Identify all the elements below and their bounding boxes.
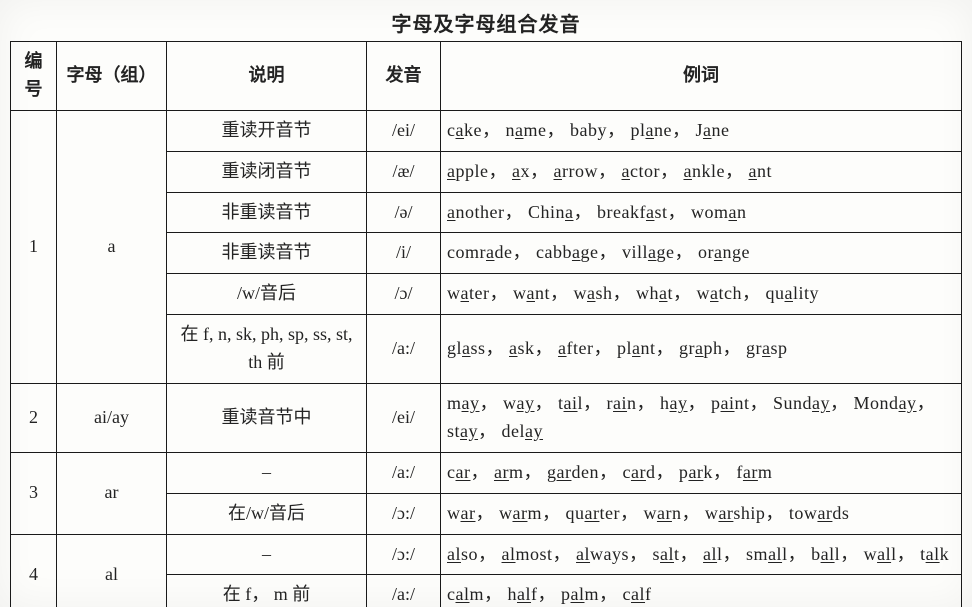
- phonics-table: 编号 字母（组） 说明 发音 例词 1a重读开音节/ei/cake， name，…: [10, 41, 962, 607]
- cell-pron: /ei/: [367, 384, 441, 453]
- cell-group: ar: [57, 452, 167, 534]
- cell-pron: /ə/: [367, 192, 441, 233]
- cell-group: al: [57, 534, 167, 607]
- cell-examples: war， warm， quarter， warn， warship， towar…: [441, 493, 962, 534]
- cell-desc: –: [167, 534, 367, 575]
- cell-desc: 在 f, n, sk, ph, sp, ss, st, th 前: [167, 315, 367, 384]
- col-grp: 字母（组）: [57, 42, 167, 111]
- table-header-row: 编号 字母（组） 说明 发音 例词: [11, 42, 962, 111]
- cell-num: 1: [11, 110, 57, 383]
- cell-desc: 非重读音节: [167, 233, 367, 274]
- cell-examples: calm， half， palm， calf: [441, 575, 962, 607]
- cell-pron: /ɔ/: [367, 274, 441, 315]
- cell-desc: 非重读音节: [167, 192, 367, 233]
- cell-examples: glass， ask， after， plant， graph， grasp: [441, 315, 962, 384]
- cell-pron: /æ/: [367, 151, 441, 192]
- cell-desc: 在/w/音后: [167, 493, 367, 534]
- cell-desc: 重读音节中: [167, 384, 367, 453]
- cell-examples: water， want， wash， what， watch， quality: [441, 274, 962, 315]
- table-row: 4al–/ɔ:/also， almost， always， salt， all，…: [11, 534, 962, 575]
- cell-num: 2: [11, 384, 57, 453]
- col-num: 编号: [11, 42, 57, 111]
- table-row: 2ai/ay重读音节中/ei/may， way， tail， rain， hay…: [11, 384, 962, 453]
- page: 字母及字母组合发音 编号 字母（组） 说明 发音 例词 1a重读开音节/ei/c…: [0, 0, 972, 607]
- cell-num: 4: [11, 534, 57, 607]
- cell-num: 3: [11, 452, 57, 534]
- col-pron: 发音: [367, 42, 441, 111]
- cell-pron: /a:/: [367, 315, 441, 384]
- cell-examples: cake， name， baby， plane， Jane: [441, 110, 962, 151]
- cell-desc: 重读开音节: [167, 110, 367, 151]
- cell-examples: comrade， cabbage， village， orange: [441, 233, 962, 274]
- cell-examples: another， China， breakfast， woman: [441, 192, 962, 233]
- cell-pron: /i/: [367, 233, 441, 274]
- cell-desc: 在 f， m 前: [167, 575, 367, 607]
- cell-pron: /ɔ:/: [367, 534, 441, 575]
- cell-pron: /a:/: [367, 452, 441, 493]
- cell-examples: car， arm， garden， card， park， farm: [441, 452, 962, 493]
- cell-group: ai/ay: [57, 384, 167, 453]
- cell-examples: may， way， tail， rain， hay， paint， Sunday…: [441, 384, 962, 453]
- cell-pron: /ei/: [367, 110, 441, 151]
- cell-examples: apple， ax， arrow， actor， ankle， ant: [441, 151, 962, 192]
- page-title: 字母及字母组合发音: [10, 8, 962, 37]
- table-row: 1a重读开音节/ei/cake， name， baby， plane， Jane: [11, 110, 962, 151]
- cell-pron: /ɔ:/: [367, 493, 441, 534]
- cell-desc: –: [167, 452, 367, 493]
- col-ex: 例词: [441, 42, 962, 111]
- cell-desc: /w/音后: [167, 274, 367, 315]
- cell-pron: /a:/: [367, 575, 441, 607]
- cell-desc: 重读闭音节: [167, 151, 367, 192]
- cell-group: a: [57, 110, 167, 383]
- col-desc: 说明: [167, 42, 367, 111]
- table-row: 3ar–/a:/car， arm， garden， card， park， fa…: [11, 452, 962, 493]
- cell-examples: also， almost， always， salt， all， small， …: [441, 534, 962, 575]
